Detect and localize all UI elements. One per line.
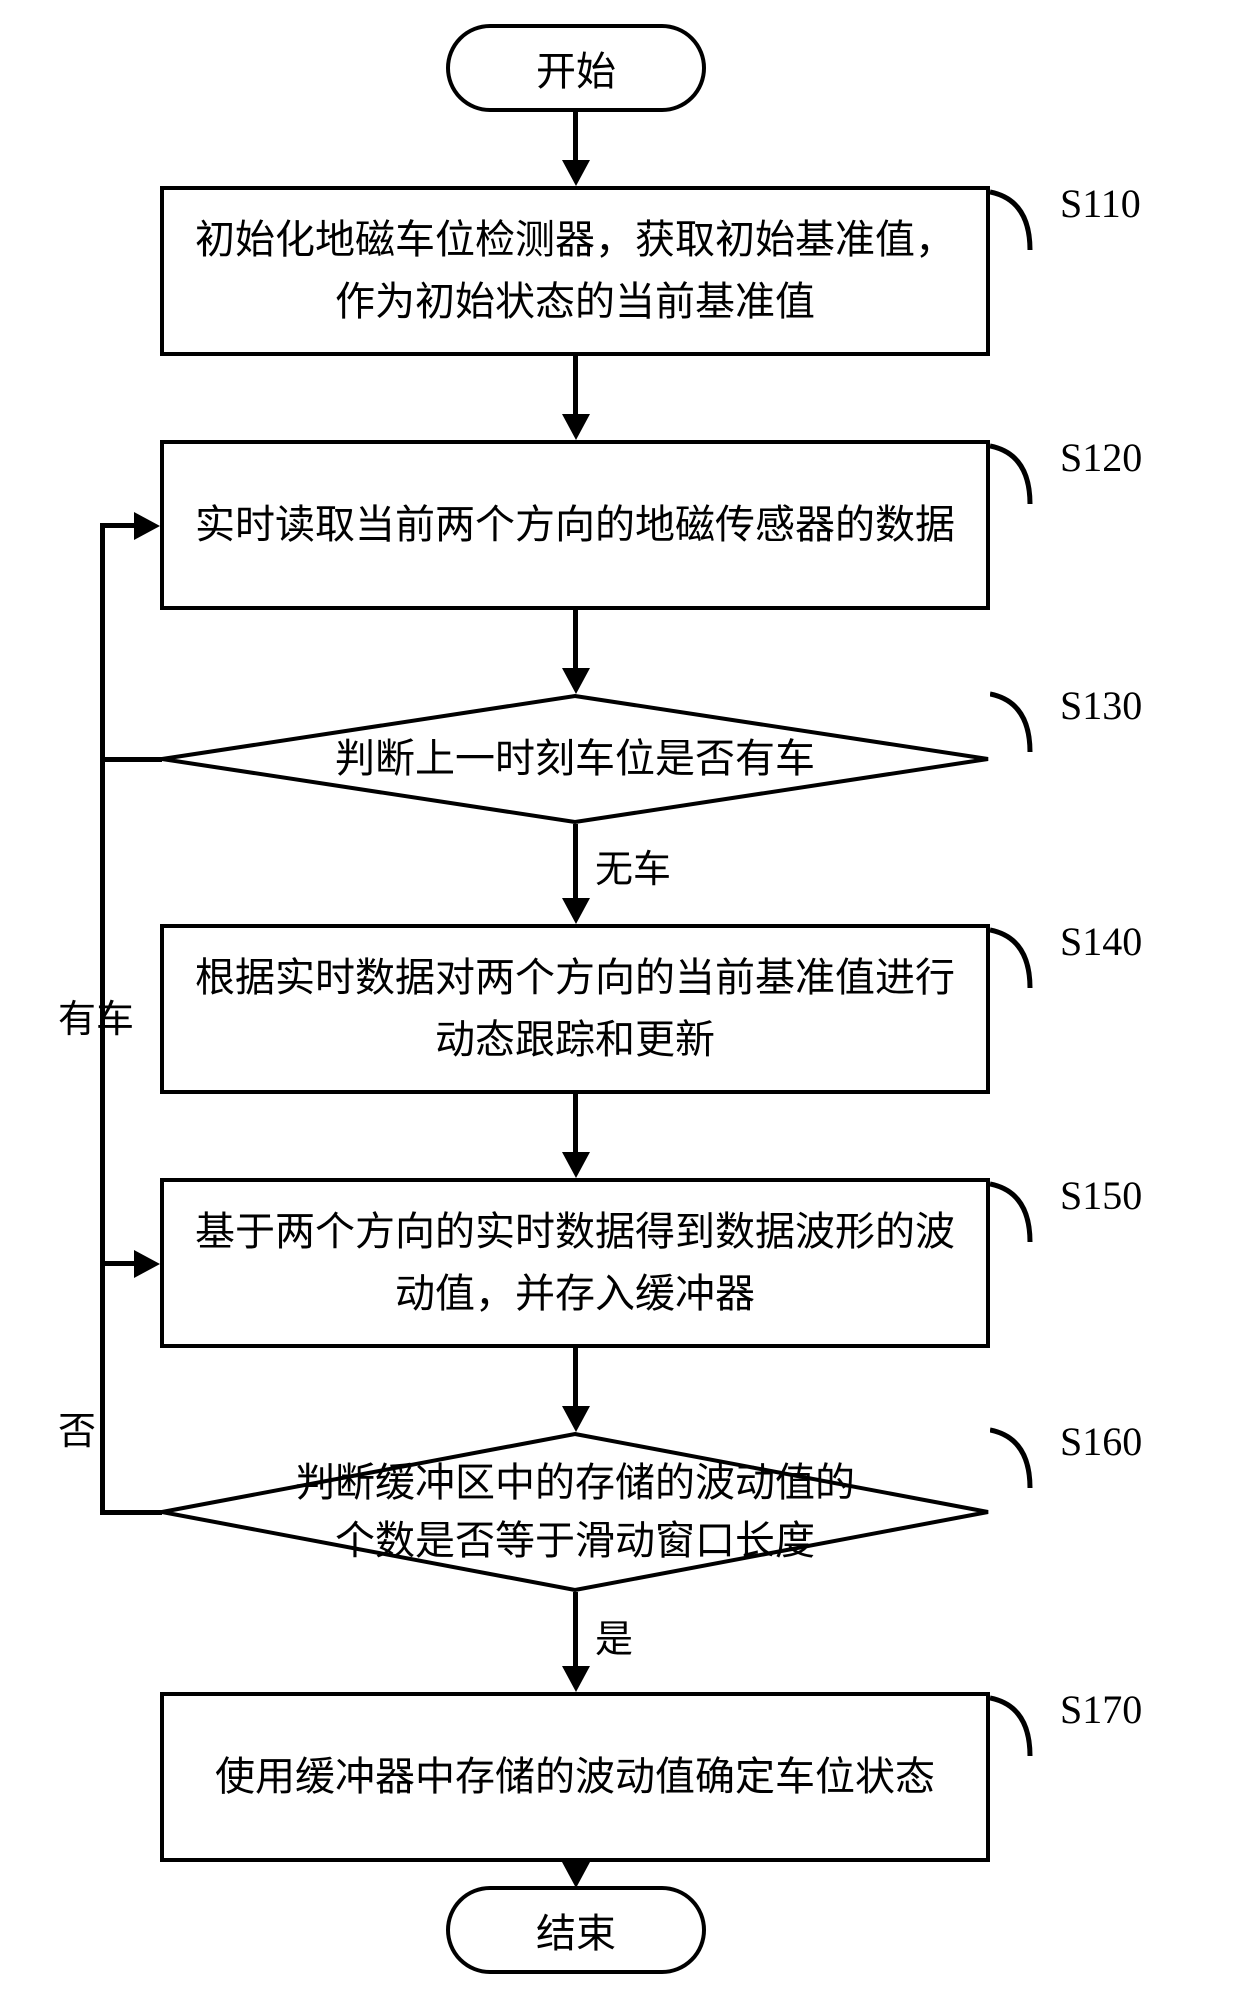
arrow-head xyxy=(562,898,590,924)
edge-label-yes: 是 xyxy=(595,1608,633,1663)
terminator-start: 开始 xyxy=(446,24,706,112)
step-label-s150: S150 xyxy=(1060,1172,1142,1219)
label-connector xyxy=(990,1686,1070,1766)
arrow-head xyxy=(562,414,590,440)
label-connector xyxy=(990,682,1070,762)
process-s140: 根据实时数据对两个方向的当前基准值进行动态跟踪和更新 xyxy=(160,924,990,1094)
process-s150: 基于两个方向的实时数据得到数据波形的波动值，并存入缓冲器 xyxy=(160,1178,990,1348)
process-s150-text: 基于两个方向的实时数据得到数据波形的波动值，并存入缓冲器 xyxy=(194,1201,956,1325)
process-s120: 实时读取当前两个方向的地磁传感器的数据 xyxy=(160,440,990,610)
label-connector xyxy=(990,918,1070,998)
arrow xyxy=(100,523,134,528)
arrow xyxy=(573,824,578,898)
arrow-head xyxy=(562,160,590,186)
step-label-s160: S160 xyxy=(1060,1418,1142,1465)
step-label-s110: S110 xyxy=(1060,180,1141,227)
label-connector xyxy=(990,1418,1070,1498)
arrow xyxy=(573,356,578,414)
step-label-s140: S140 xyxy=(1060,918,1142,965)
arrow-head xyxy=(562,668,590,694)
decision-s130-text: 判断上一时刻车位是否有车 xyxy=(335,730,815,788)
decision-s160-text: 判断缓冲区中的存储的波动值的个数是否等于滑动窗口长度 xyxy=(290,1454,860,1570)
process-s140-text: 根据实时数据对两个方向的当前基准值进行动态跟踪和更新 xyxy=(194,947,956,1071)
arrow xyxy=(573,1348,578,1406)
arrow xyxy=(100,1261,134,1266)
arrow xyxy=(573,1592,578,1666)
arrow xyxy=(573,112,578,160)
terminator-start-text: 开始 xyxy=(536,39,616,97)
arrow xyxy=(573,1094,578,1152)
arrow-head xyxy=(134,512,160,540)
terminator-end-text: 结束 xyxy=(536,1901,616,1959)
arrow xyxy=(100,525,105,762)
arrow-head xyxy=(562,1862,590,1888)
process-s110-text: 初始化地磁车位检测器，获取初始基准值，作为初始状态的当前基准值 xyxy=(194,209,956,333)
label-connector xyxy=(990,1172,1070,1252)
process-s170-text: 使用缓冲器中存储的波动值确定车位状态 xyxy=(215,1746,935,1808)
arrow-head xyxy=(134,1250,160,1278)
step-label-s130: S130 xyxy=(1060,682,1142,729)
label-connector xyxy=(990,434,1070,514)
arrow xyxy=(573,610,578,668)
arrow-head xyxy=(562,1152,590,1178)
arrow xyxy=(100,1263,105,1515)
flowchart-canvas: 开始 初始化地磁车位检测器，获取初始基准值，作为初始状态的当前基准值 S110 … xyxy=(0,0,1240,2011)
process-s120-text: 实时读取当前两个方向的地磁传感器的数据 xyxy=(195,494,955,556)
step-label-s120: S120 xyxy=(1060,434,1142,481)
arrow xyxy=(100,1510,162,1515)
arrow-head xyxy=(562,1406,590,1432)
process-s110: 初始化地磁车位检测器，获取初始基准值，作为初始状态的当前基准值 xyxy=(160,186,990,356)
edge-label-no: 否 xyxy=(58,1400,96,1455)
terminator-end: 结束 xyxy=(446,1886,706,1974)
edge-label-has-car: 有车 xyxy=(58,988,134,1043)
arrow xyxy=(100,757,162,762)
decision-s160: 判断缓冲区中的存储的波动值的个数是否等于滑动窗口长度 xyxy=(160,1432,990,1592)
label-connector xyxy=(990,180,1070,260)
arrow-head xyxy=(562,1666,590,1692)
process-s170: 使用缓冲器中存储的波动值确定车位状态 xyxy=(160,1692,990,1862)
decision-s130: 判断上一时刻车位是否有车 xyxy=(160,694,990,824)
edge-label-no-car: 无车 xyxy=(595,838,671,893)
step-label-s170: S170 xyxy=(1060,1686,1142,1733)
